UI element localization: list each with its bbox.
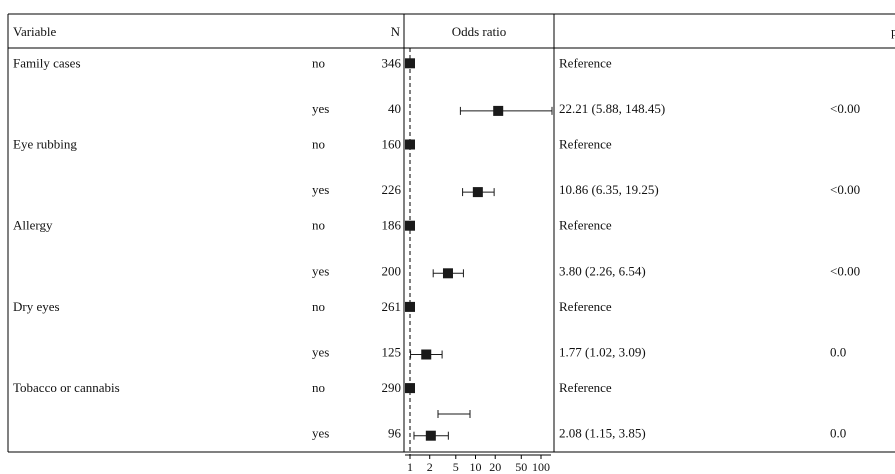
row-n-value: 96 (388, 426, 402, 441)
row-level-label: no (312, 55, 325, 70)
row-p-value: <0.00 (830, 182, 860, 197)
row-level-label: yes (312, 182, 329, 197)
row-n-value: 261 (382, 299, 402, 314)
row-n-value: 160 (382, 137, 402, 152)
table-row: yes 226 10.86 (6.35, 19.25) <0.00 (312, 182, 860, 198)
row-level-label: no (312, 380, 325, 395)
row-estimate-text: 1.77 (1.02, 3.09) (559, 345, 646, 360)
table-row: yes 96 2.08 (1.15, 3.85) 0.0 (312, 426, 846, 441)
row-n-value: 186 (382, 218, 402, 233)
row-estimate-text: 10.86 (6.35, 19.25) (559, 182, 659, 197)
table-row: Tobacco or cannabis no 290 Reference (13, 380, 612, 395)
row-estimate-text: 2.08 (1.15, 3.85) (559, 426, 646, 441)
x-tick-label: 50 (515, 460, 527, 474)
or-marker (442, 268, 453, 279)
row-variable-label: Dry eyes (13, 299, 60, 314)
row-variable-label: Family cases (13, 55, 81, 70)
row-n-value: 125 (382, 345, 402, 360)
x-axis-ticks: 1 2 5 10 20 50 100 (407, 455, 550, 474)
row-estimate-text: Reference (559, 218, 612, 233)
row-level-label: no (312, 137, 325, 152)
table-row: Family cases no 346 Reference (13, 55, 612, 70)
row-estimate-text: Reference (559, 55, 612, 70)
row-n-value: 200 (382, 263, 402, 278)
or-marker (493, 105, 504, 116)
or-marker (405, 383, 415, 394)
header-variable: Variable (13, 24, 57, 39)
table-row: Eye rubbing no 160 Reference (13, 137, 612, 152)
row-p-value: 0.0 (830, 426, 846, 441)
row-level-label: no (312, 218, 325, 233)
row-p-value: <0.00 (830, 263, 860, 278)
x-tick-label: 5 (453, 460, 459, 474)
or-marker (405, 139, 415, 150)
or-marker (425, 430, 436, 441)
x-tick-label: 2 (427, 460, 433, 474)
row-level-label: yes (312, 345, 329, 360)
row-estimate-text: Reference (559, 299, 612, 314)
table-row: yes 125 1.77 (1.02, 3.09) 0.0 (312, 345, 846, 360)
row-estimate-text: 3.80 (2.26, 6.54) (559, 263, 646, 278)
x-tick-label: 100 (532, 460, 550, 474)
header-p: p (891, 24, 895, 39)
x-tick-label: 20 (489, 460, 501, 474)
row-variable-label: Tobacco or cannabis (13, 380, 120, 395)
row-variable-label: Allergy (13, 218, 53, 233)
row-n-value: 290 (382, 380, 402, 395)
row-n-value: 40 (388, 101, 401, 116)
x-tick-label: 1 (407, 460, 413, 474)
or-marker (421, 349, 432, 360)
x-tick-label: 10 (470, 460, 482, 474)
or-marker (405, 301, 415, 312)
rows: Family cases no 346 Reference yes 40 22.21 (5.… (13, 55, 860, 441)
table-row: Allergy no 186 Reference (13, 218, 612, 233)
row-level-label: yes (312, 263, 329, 278)
row-estimate-text: Reference (559, 380, 612, 395)
row-p-value: <0.00 (830, 101, 860, 116)
row-n-value: 346 (382, 55, 402, 70)
row-n-value: 226 (382, 182, 402, 197)
table-row: Dry eyes no 261 Reference (13, 299, 612, 314)
row-p-value: 0.0 (830, 345, 846, 360)
or-marker (405, 220, 415, 231)
row-level-label: yes (312, 426, 329, 441)
row-level-label: no (312, 299, 325, 314)
row-level-label: yes (312, 101, 329, 116)
row-estimate-text: Reference (559, 137, 612, 152)
header-odds-ratio: Odds ratio (452, 24, 507, 39)
table-row: yes 40 22.21 (5.88, 148.45) <0.00 (312, 101, 860, 116)
or-marker (405, 58, 415, 69)
row-variable-label: Eye rubbing (13, 137, 77, 152)
table-row: yes 200 3.80 (2.26, 6.54) <0.00 (312, 263, 860, 279)
or-marker (472, 187, 483, 198)
header-n: N (391, 24, 401, 39)
row-estimate-text: 22.21 (5.88, 148.45) (559, 101, 665, 116)
